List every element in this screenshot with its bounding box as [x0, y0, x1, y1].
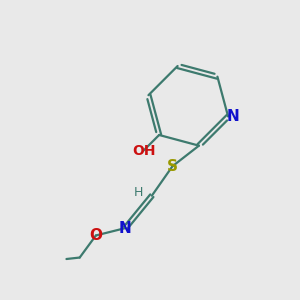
Text: S: S — [167, 159, 178, 174]
Text: N: N — [119, 220, 132, 236]
Text: O: O — [89, 228, 102, 243]
Text: N: N — [227, 109, 240, 124]
Text: OH: OH — [132, 144, 155, 158]
Text: H: H — [134, 186, 143, 199]
